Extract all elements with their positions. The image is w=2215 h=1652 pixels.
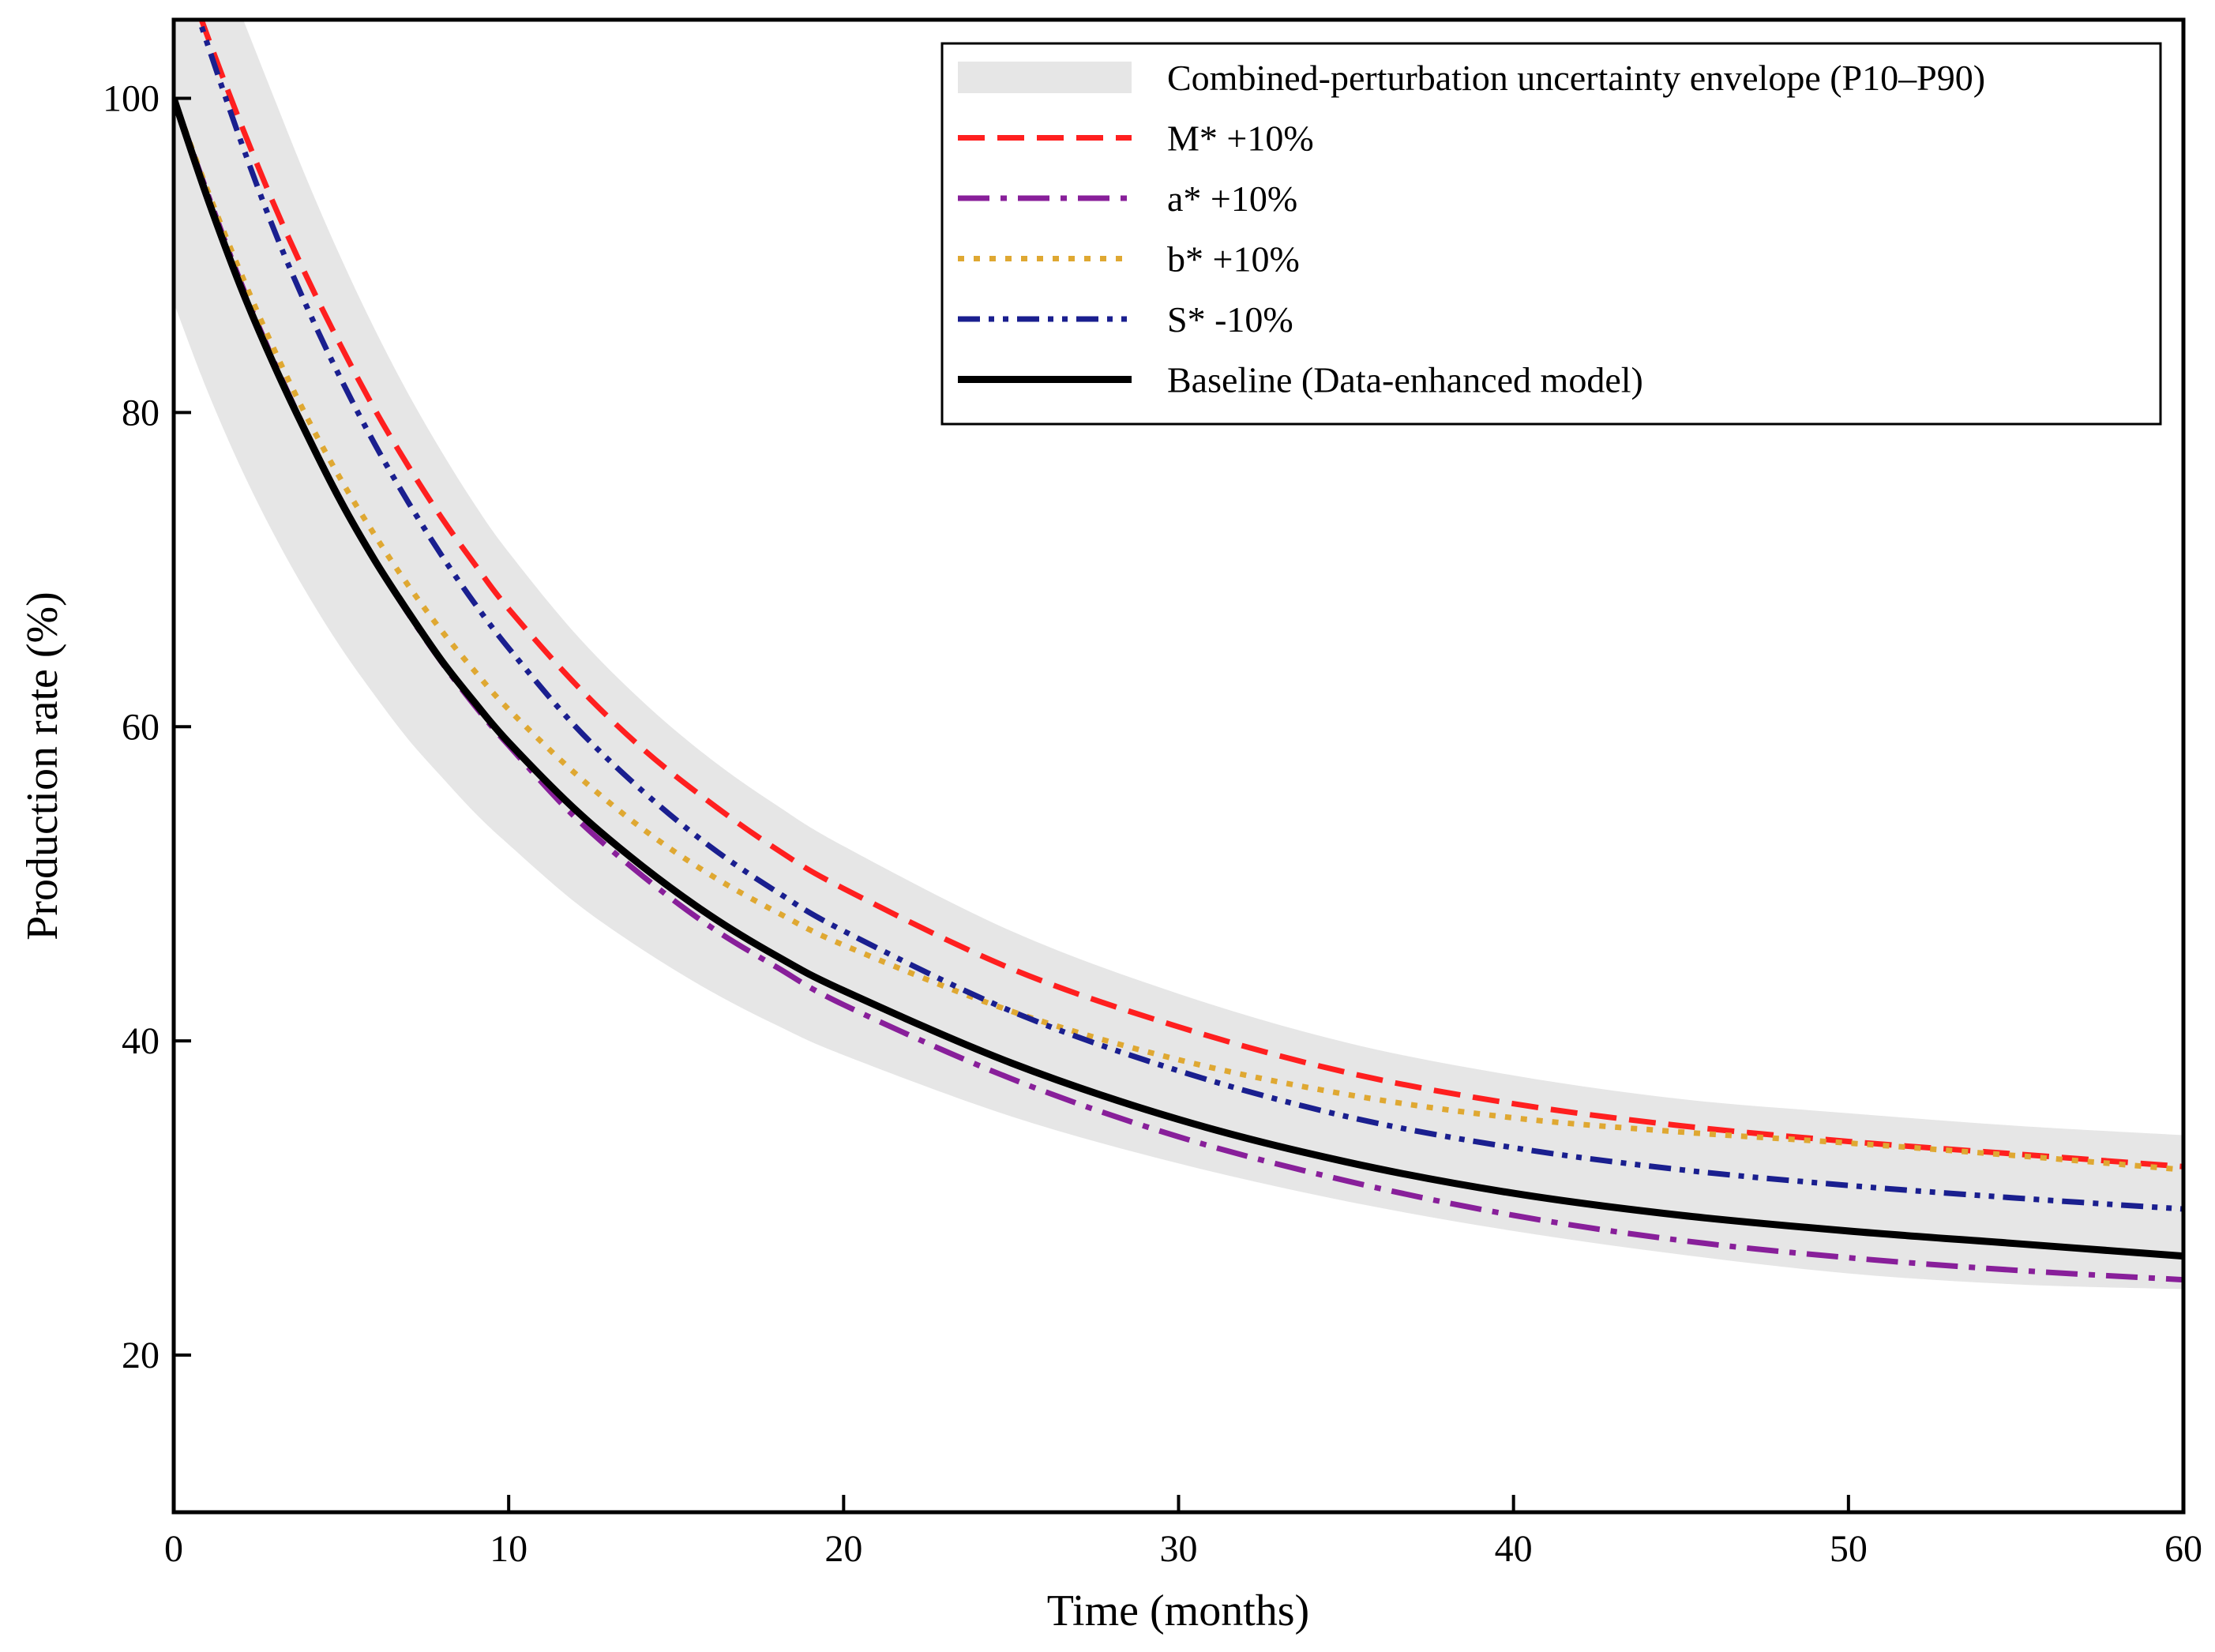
x-tick-label: 0 [164,1528,183,1570]
axes-layer: 0 10 20 30 40 50 60 20 40 60 80 100 [103,77,2202,1570]
legend-label-0: Combined-perturbation uncertainty envelo… [1167,58,1985,98]
plot-layer [174,20,2183,1290]
uncertainty-envelope [174,20,2183,1290]
x-tick-label: 10 [490,1528,527,1570]
x-tick-label: 40 [1495,1528,1533,1570]
legend-label-4: S* -10% [1167,299,1293,340]
legend-label-1: M* +10% [1167,118,1314,159]
y-axis-title: Production rate (%) [18,591,67,941]
x-tick-label: 30 [1160,1528,1198,1570]
legend-frame [940,42,2162,426]
legend-label-5: Baseline (Data-enhanced model) [1167,360,1643,400]
legend-label-3: b* +10% [1167,239,1300,280]
x-tick-label: 50 [1830,1528,1868,1570]
x-axis-title: Time (months) [1047,1586,1309,1635]
series-line-1 [198,20,2183,1170]
y-tick-label: 60 [122,706,160,748]
y-tick-label: 20 [122,1335,160,1376]
series-line-5 [174,97,2183,1260]
y-tick-label: 80 [122,392,160,434]
y-tick-label: 100 [103,77,160,119]
legend-label-2: a* +10% [1167,178,1297,219]
series-line-3 [174,97,2183,1173]
legend-swatch-envelope [958,62,1132,93]
x-tick-label: 20 [824,1528,862,1570]
series-line-4 [196,20,2183,1212]
y-tick-label: 40 [122,1020,160,1062]
legend: Combined-perturbation uncertainty envelo… [940,42,2162,426]
x-tick-label: 60 [2164,1528,2202,1570]
